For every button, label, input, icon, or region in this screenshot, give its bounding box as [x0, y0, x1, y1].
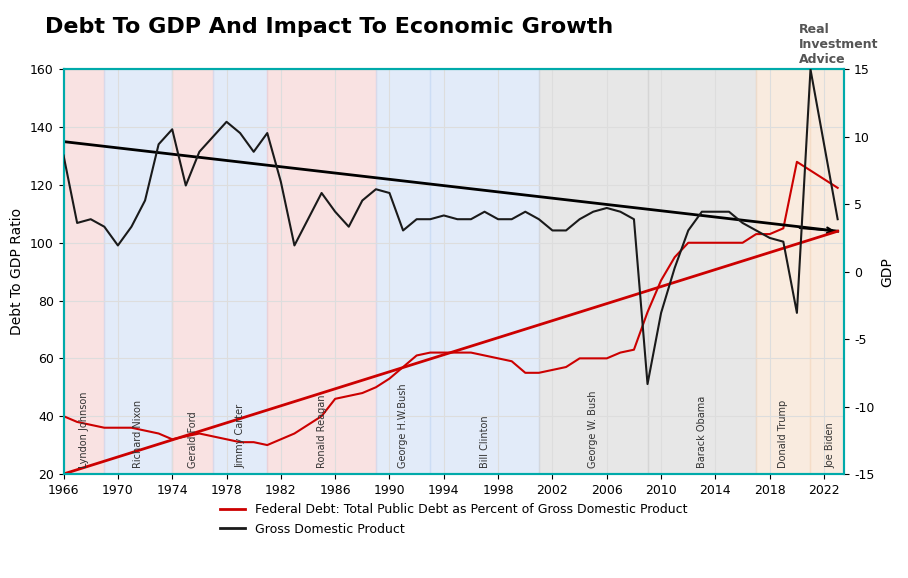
Text: Donald Trump: Donald Trump	[778, 400, 788, 468]
Text: Debt To GDP And Impact To Economic Growth: Debt To GDP And Impact To Economic Growt…	[45, 17, 614, 38]
Bar	[104, 69, 173, 474]
Text: Gerald Ford: Gerald Ford	[188, 412, 198, 468]
Bar	[23, 69, 104, 474]
Text: Real
Investment
Advice: Real Investment Advice	[799, 23, 879, 66]
Text: Lyndon Johnson: Lyndon Johnson	[79, 392, 89, 468]
Text: Joe Biden: Joe Biden	[826, 423, 836, 468]
Bar	[173, 69, 213, 474]
Bar	[267, 69, 376, 474]
Text: Bill Clinton: Bill Clinton	[479, 416, 489, 468]
Legend: Federal Debt: Total Public Debt as Percent of Gross Domestic Product, Gross Dome: Federal Debt: Total Public Debt as Perce…	[215, 498, 693, 540]
Bar	[811, 69, 851, 474]
Bar	[538, 69, 647, 474]
Bar	[647, 69, 756, 474]
Text: Barack Obama: Barack Obama	[696, 396, 706, 468]
Text: George H.W.Bush: George H.W.Bush	[398, 384, 408, 468]
Text: George W. Bush: George W. Bush	[588, 391, 598, 468]
Text: Jimmy Carter: Jimmy Carter	[235, 404, 245, 468]
Bar	[213, 69, 267, 474]
Bar	[756, 69, 811, 474]
Y-axis label: Debt To GDP Ratio: Debt To GDP Ratio	[10, 208, 25, 335]
Text: Ronald Reagan: Ronald Reagan	[317, 395, 327, 468]
Text: Richard Nixon: Richard Nixon	[133, 400, 143, 468]
Bar	[430, 69, 538, 474]
Bar	[376, 69, 430, 474]
Y-axis label: GDP: GDP	[880, 257, 894, 287]
